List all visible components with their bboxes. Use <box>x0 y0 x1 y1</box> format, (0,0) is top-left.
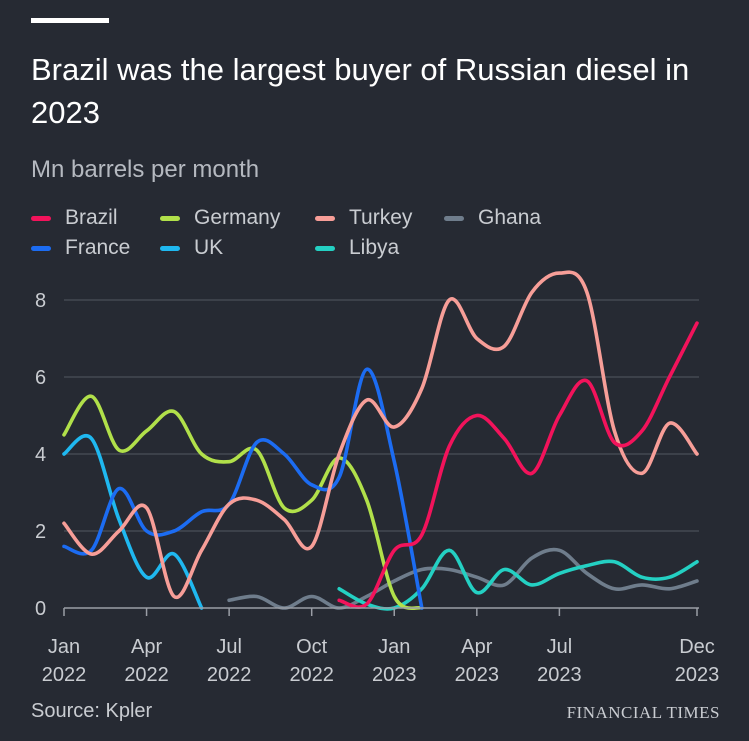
legend-swatch-germany <box>160 215 180 221</box>
legend-item-ghana: Ghana <box>444 206 541 230</box>
y-tick-label-2: 2 <box>35 521 46 543</box>
legend-label-ghana: Ghana <box>478 206 542 229</box>
x-tick-year-jul-2022: 2022 <box>207 664 252 686</box>
y-axis-unit-label: Mn barrels per month <box>31 156 260 183</box>
top-rule <box>31 18 109 23</box>
legend-swatch-brazil <box>31 215 51 221</box>
legend-swatch-uk <box>160 245 180 251</box>
axes: 0 2 4 6 8 Jan 2022 Apr 2022 Jul 2022 Oct 2022 Jan 2023… <box>35 290 719 686</box>
x-tick-month-jul-2023: Jul <box>547 636 573 658</box>
x-tick-year-oct-2022: 2022 <box>289 664 334 686</box>
series-line-brazil <box>337 321 699 609</box>
legend-swatch-ghana <box>444 215 464 221</box>
legend-item-brazil: Brazil <box>31 206 118 230</box>
series-lines <box>62 270 699 611</box>
legend-label-turkey: Turkey <box>349 206 413 229</box>
legend-swatch-turkey <box>315 215 335 221</box>
series-line-ghana <box>227 547 699 610</box>
legend-label-uk: UK <box>194 236 224 259</box>
legend-item-france: France <box>31 236 130 260</box>
x-tick-month-apr-2022: Apr <box>131 636 162 658</box>
legend-item-turkey: Turkey <box>315 206 412 230</box>
x-tick-month-oct-2022: Oct <box>296 636 328 658</box>
x-tick-year-jan-2023: 2023 <box>372 664 417 686</box>
legend-swatch-france <box>31 245 51 251</box>
legend-label-libya: Libya <box>349 236 400 259</box>
x-tick-month-dec-2023: Dec <box>679 636 715 658</box>
legend-label-france: France <box>65 236 131 259</box>
x-tick-month-apr-2023: Apr <box>461 636 492 658</box>
series-line-france <box>62 367 424 610</box>
x-tick-year-dec-2023: 2023 <box>675 664 720 686</box>
x-tick-year-apr-2022: 2022 <box>124 664 169 686</box>
series-line-turkey <box>62 270 699 600</box>
legend-item-libya: Libya <box>315 236 399 260</box>
series-line-libya <box>337 548 699 611</box>
y-tick-label-0: 0 <box>35 598 46 620</box>
y-tick-label-6: 6 <box>35 367 46 389</box>
x-tick-year-apr-2023: 2023 <box>455 664 500 686</box>
source-note: Source: Kpler <box>31 700 153 722</box>
ft-logo: FINANCIAL TIMES <box>566 703 720 722</box>
legend-label-germany: Germany <box>194 206 281 229</box>
legend-label-brazil: Brazil <box>65 206 118 229</box>
legend-item-uk: UK <box>160 236 223 260</box>
series-line-germany <box>62 394 424 611</box>
x-tick-month-jul-2022: Jul <box>216 636 242 658</box>
x-tick-month-jan-2023: Jan <box>378 636 410 658</box>
series-line-uk <box>62 434 204 610</box>
y-tick-label-8: 8 <box>35 290 46 312</box>
legend-swatch-libya <box>315 245 335 251</box>
x-tick-year-jan-2022: 2022 <box>42 664 87 686</box>
x-tick-month-jan-2022: Jan <box>48 636 80 658</box>
legend-item-germany: Germany <box>160 206 280 230</box>
x-tick-year-jul-2023: 2023 <box>537 664 582 686</box>
chart-title: Brazil was the largest buyer of Russian … <box>31 52 690 130</box>
y-tick-label-4: 4 <box>35 444 46 466</box>
